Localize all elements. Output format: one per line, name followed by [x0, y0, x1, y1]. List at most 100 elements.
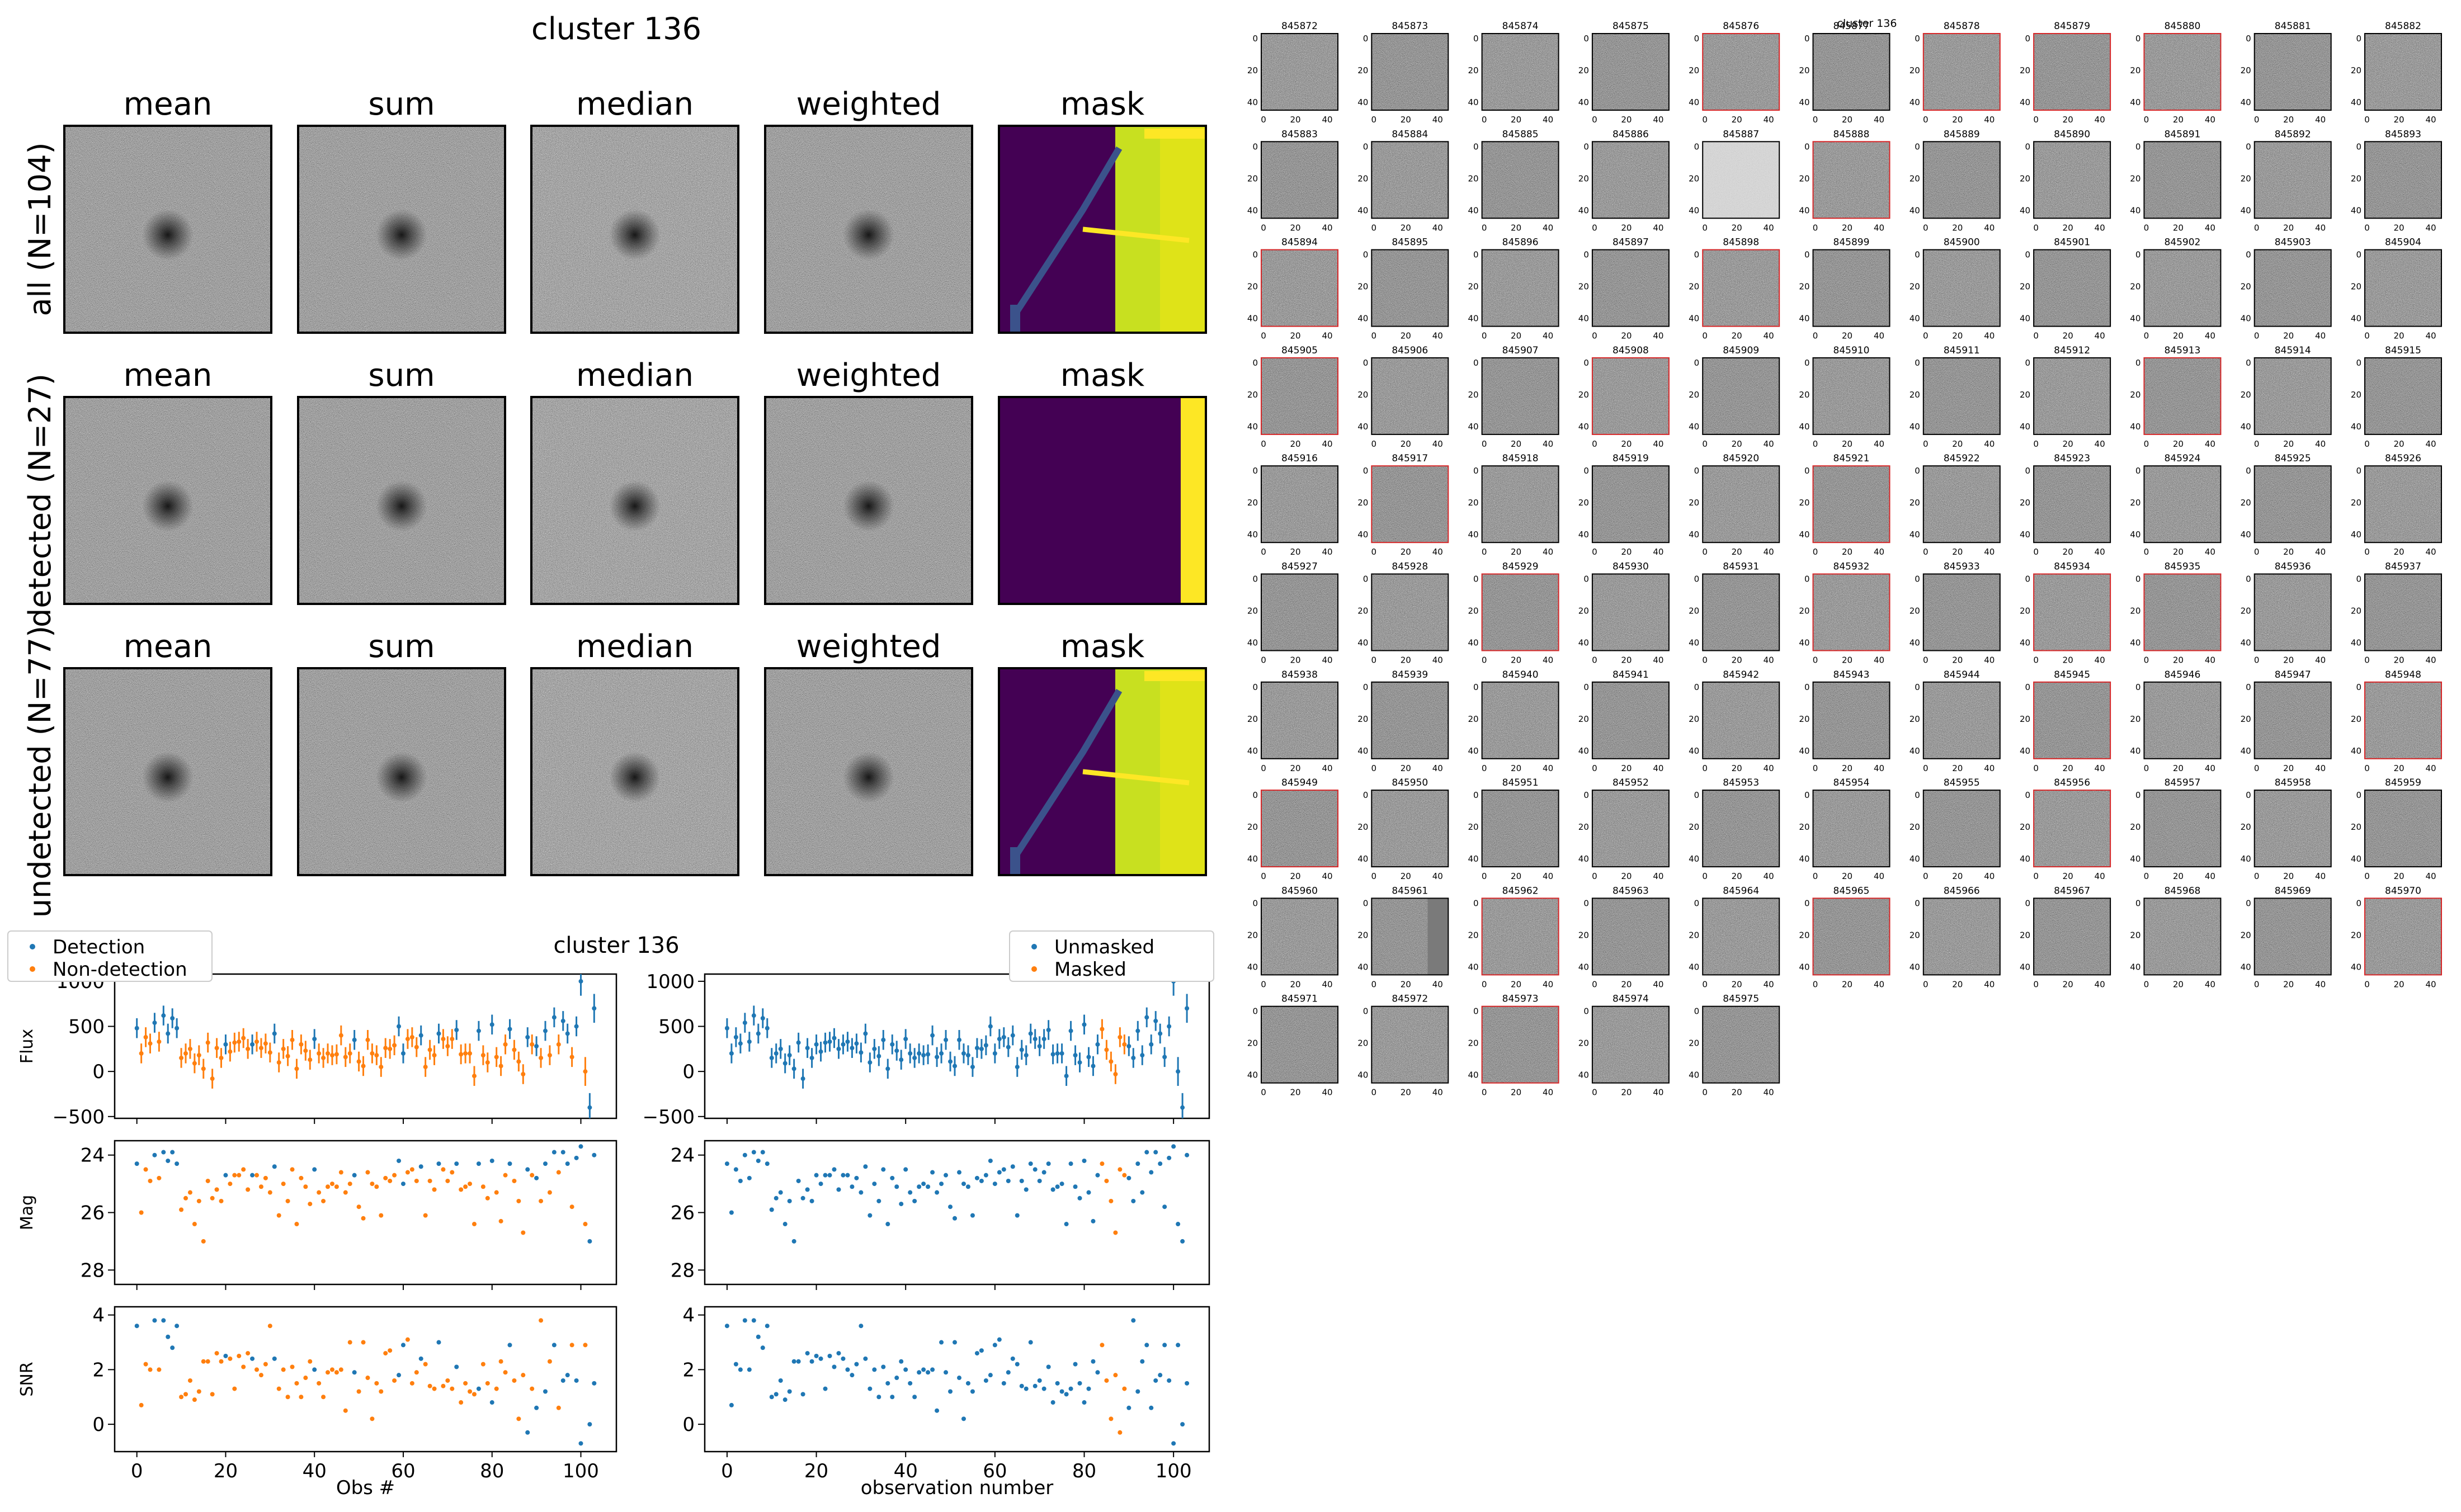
- stamp-y-tick: 40: [1910, 638, 1920, 648]
- data-point: [365, 1037, 370, 1042]
- stamp-id: 845954: [1833, 777, 1870, 788]
- data-point: [383, 1351, 388, 1356]
- data-point: [565, 1161, 570, 1166]
- stamp-x-tick: 20: [1842, 979, 1852, 989]
- stamp-frame: [2033, 141, 2111, 219]
- stamp-x-tick: 20: [2393, 979, 2404, 989]
- data-point: [472, 1074, 477, 1079]
- stamp-y-tick: 20: [1247, 282, 1258, 292]
- stamp-id: 845893: [2385, 129, 2421, 140]
- data-point: [498, 1218, 503, 1223]
- stamp-x-tick: 0: [1371, 439, 1377, 449]
- stamp-frame: [1261, 465, 1338, 544]
- stamp-x-tick: 40: [1322, 439, 1332, 449]
- stamp-y-tick: 20: [1689, 282, 1699, 292]
- stamp-y-tick: 20: [2241, 606, 2251, 616]
- stamp-frame: [1922, 465, 2001, 544]
- stamp-y-tick: 0: [1915, 250, 1920, 260]
- data-point: [547, 1190, 552, 1195]
- data-point: [551, 1015, 557, 1020]
- data-point: [423, 1362, 428, 1367]
- stamp-x-tick: 20: [1511, 871, 1521, 881]
- stamp-noise: [1371, 790, 1449, 867]
- data-point: [539, 1318, 544, 1323]
- data-point: [161, 1150, 166, 1155]
- stamp-y-tick: 20: [2130, 390, 2141, 400]
- image-frame: [530, 667, 739, 876]
- data-point: [760, 1345, 765, 1350]
- data-point: [299, 1395, 304, 1400]
- stamp-frame: [1591, 573, 1670, 651]
- stamp-x-tick: 20: [1842, 871, 1852, 881]
- stamp-x-tick: 20: [1732, 979, 1742, 989]
- data-point: [965, 1184, 970, 1189]
- stamp-x-tick: 20: [2063, 547, 2073, 557]
- data-point: [1149, 1405, 1154, 1410]
- stamp-x-tick: 40: [1764, 439, 1774, 449]
- stamp-y-tick: 40: [1910, 97, 1920, 107]
- stamp-y-tick: 20: [1799, 714, 1809, 724]
- y-tick-label: −500: [53, 1106, 105, 1128]
- data-point: [205, 1040, 210, 1045]
- data-point: [143, 1362, 148, 1367]
- stamp-frame: [2364, 790, 2442, 868]
- data-point: [494, 1386, 499, 1391]
- stamp-x-tick: 40: [2315, 655, 2326, 665]
- data-point: [232, 1040, 237, 1045]
- stamp-frame: [1261, 249, 1338, 327]
- data-point: [432, 1187, 437, 1192]
- data-point: [800, 1076, 805, 1081]
- stamp-x-tick: 40: [2425, 439, 2436, 449]
- stamp-y-tick: 40: [1247, 97, 1258, 107]
- data-point: [587, 1239, 592, 1244]
- legend-label: Non-detection: [53, 958, 187, 981]
- stamp-y-tick: 20: [1910, 498, 1920, 508]
- stamp-id: 845958: [2275, 777, 2311, 788]
- data-point: [476, 1028, 481, 1033]
- stamp-y-tick: 0: [1694, 790, 1700, 800]
- stamp-frame: [1371, 249, 1449, 327]
- data-point: [903, 1037, 908, 1042]
- stamp-x-tick: 40: [2315, 979, 2326, 989]
- stamp-y-tick: 0: [1583, 34, 1589, 44]
- data-point: [303, 1184, 308, 1189]
- data-point: [592, 1152, 597, 1157]
- stamp-y-tick: 0: [1363, 141, 1369, 152]
- row-label: all (N=104): [22, 142, 58, 316]
- data-point: [863, 1356, 868, 1361]
- stamp-y-tick: 20: [1689, 65, 1699, 75]
- x-tick-label: 40: [303, 1460, 327, 1482]
- image-frame: [530, 125, 739, 334]
- stamp-x-tick: 40: [1653, 439, 1663, 449]
- stamp-frame: [1481, 790, 1559, 868]
- data-point: [787, 1389, 792, 1394]
- x-tick-label: 40: [894, 1460, 918, 1482]
- data-point: [1082, 1400, 1087, 1405]
- data-point: [365, 1170, 370, 1175]
- data-point: [196, 1198, 201, 1203]
- data-point: [1149, 1042, 1154, 1047]
- x-tick-label: 20: [804, 1460, 828, 1482]
- data-point: [854, 1362, 859, 1367]
- stamp-y-tick: 0: [2356, 358, 2361, 368]
- stamp-noise: [2144, 466, 2221, 543]
- stamp-y-tick: 40: [1578, 205, 1589, 215]
- data-point: [1158, 1373, 1163, 1378]
- stamp-y-tick: 0: [1473, 34, 1479, 44]
- stamp-y-tick: 40: [2351, 746, 2361, 756]
- stamp-x-tick: 40: [1432, 331, 1443, 341]
- data-point: [1185, 1381, 1190, 1386]
- stamp-x-tick: 0: [1592, 979, 1597, 989]
- stamp-noise: [1371, 1006, 1449, 1083]
- data-point: [742, 1318, 747, 1323]
- data-point: [823, 1173, 828, 1178]
- stamp-y-tick: 40: [1689, 422, 1699, 432]
- stamp-id: 845883: [1281, 129, 1318, 140]
- data-point: [459, 1187, 464, 1192]
- data-point: [738, 1041, 743, 1046]
- data-point: [769, 1055, 774, 1060]
- stamp-x-tick: 0: [2033, 547, 2039, 557]
- data-point: [1113, 1373, 1118, 1378]
- y-tick-label: 500: [658, 1016, 695, 1038]
- stamp-x-tick: 20: [1401, 439, 1411, 449]
